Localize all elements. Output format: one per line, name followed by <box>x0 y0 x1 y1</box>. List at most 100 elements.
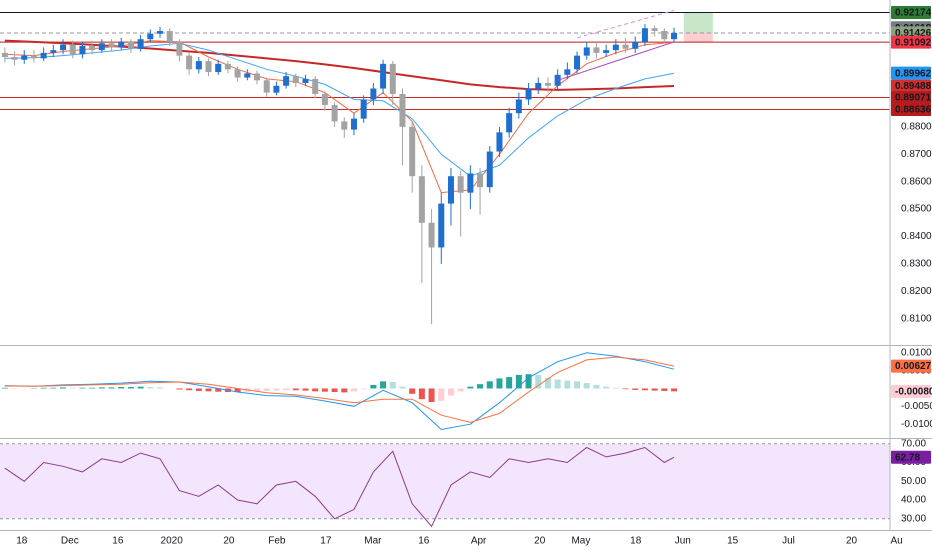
histogram-bar <box>98 387 105 389</box>
x-tick-label: 16 <box>418 536 430 547</box>
x-tick-label: May <box>571 536 590 547</box>
price-label: 62.78 <box>895 452 920 463</box>
candle-body <box>186 55 193 70</box>
x-tick-label: Au <box>890 536 902 547</box>
candle-body <box>506 113 513 133</box>
x-tick-label: 15 <box>727 536 739 547</box>
candle-body <box>176 41 183 56</box>
histogram-bar <box>661 388 668 391</box>
histogram-bar <box>380 381 387 389</box>
candle-body <box>79 46 86 55</box>
histogram-bar <box>341 388 348 393</box>
histogram-bar <box>641 388 648 391</box>
candle-body <box>457 176 464 193</box>
candle-body <box>331 104 338 122</box>
candle-body <box>21 55 28 60</box>
histogram-bar <box>477 384 484 389</box>
x-tick-label: Dec <box>61 536 79 547</box>
candle-body <box>312 78 319 94</box>
histogram-bar <box>108 387 115 389</box>
macd-line <box>4 352 675 431</box>
price-label-bg <box>891 79 931 93</box>
price-label: 0.89071 <box>895 93 932 104</box>
candle-body <box>535 83 542 89</box>
candle-body <box>157 30 164 34</box>
candle-body <box>350 118 357 130</box>
x-tick-label: 20 <box>534 536 546 547</box>
histogram-bar <box>467 386 474 389</box>
candle-body <box>593 47 600 53</box>
histogram-bar <box>603 386 610 389</box>
x-tick-label: 18 <box>630 536 642 547</box>
histogram-bar <box>506 377 513 389</box>
histogram-bar <box>157 387 164 389</box>
histogram-bar <box>137 386 144 389</box>
candle-body <box>622 44 629 49</box>
candle-body <box>641 28 648 42</box>
histogram-bar <box>50 387 57 389</box>
candle-body <box>215 63 222 73</box>
histogram-bar <box>486 381 493 389</box>
histogram-bar <box>389 382 396 389</box>
candle-body <box>544 83 551 86</box>
x-tick-label: 18 <box>16 536 28 547</box>
candle-body <box>254 73 261 81</box>
trendline <box>557 41 675 81</box>
candle-body <box>224 63 231 70</box>
candle-body <box>671 32 678 40</box>
y-tick-label: 40.00 <box>901 495 926 506</box>
histogram-bar <box>564 380 571 389</box>
histogram-bar <box>583 383 590 389</box>
candle-body <box>40 52 47 59</box>
candle-body <box>409 126 416 177</box>
x-tick-label: 16 <box>112 536 124 547</box>
candle-body <box>292 76 299 84</box>
price-label: 0.88636 <box>895 105 932 116</box>
candle-body <box>195 61 202 70</box>
candle-body <box>574 55 581 70</box>
histogram-bar <box>632 388 639 390</box>
price-label: 0.89488 <box>895 81 932 92</box>
candle-body <box>341 121 348 130</box>
price-label: 0.92174 <box>895 8 932 19</box>
histogram-bar <box>544 377 551 389</box>
histogram-bar <box>331 388 338 393</box>
candle-body <box>166 30 173 42</box>
candle-body <box>418 176 425 223</box>
candle-body <box>302 78 309 84</box>
position-stop <box>683 32 713 43</box>
histogram-bar <box>438 388 445 401</box>
histogram-bar <box>127 387 134 389</box>
candle-body <box>661 30 668 40</box>
candle-body <box>283 76 290 86</box>
candle-body <box>399 93 406 127</box>
candle-body <box>108 43 115 48</box>
histogram-bar <box>302 388 309 391</box>
candle-body <box>525 88 532 100</box>
histogram-bar <box>118 387 125 389</box>
histogram-bar <box>186 388 193 391</box>
candle-body <box>389 63 396 94</box>
histogram-bar <box>671 388 678 392</box>
candle-body <box>438 203 445 248</box>
histogram-bar <box>360 388 367 390</box>
histogram-bar <box>554 379 561 389</box>
y-tick-label: -0.00500 <box>901 401 932 412</box>
x-tick-label: 17 <box>320 536 332 547</box>
histogram-bar <box>89 387 96 389</box>
candle-body <box>651 28 658 31</box>
histogram-bar <box>535 374 542 389</box>
price-label: 0.00627 <box>895 361 932 372</box>
y-tick-label: 0.01000 <box>901 347 932 358</box>
histogram-bar <box>60 387 67 389</box>
candle-body <box>234 69 241 78</box>
histogram-bar <box>409 388 416 394</box>
candle-body <box>137 39 144 49</box>
candle-body <box>360 99 367 119</box>
y-tick-label: 30.00 <box>901 513 926 524</box>
